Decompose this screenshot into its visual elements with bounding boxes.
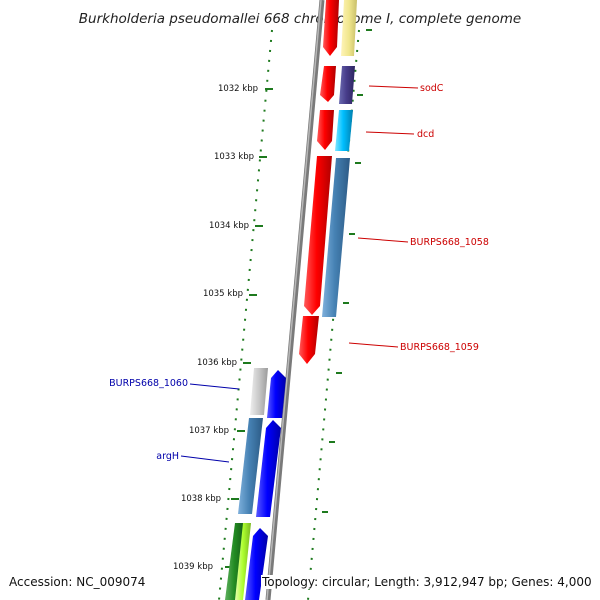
gene-label-argH[interactable]: argH bbox=[156, 451, 179, 462]
gene-block-sodC[interactable] bbox=[339, 66, 355, 104]
chromosome-backbone-highlight bbox=[266, 0, 322, 600]
gene-block-khaki[interactable] bbox=[341, 0, 357, 56]
gene-block-burps1060[interactable] bbox=[250, 368, 268, 415]
tick-label: 1035 kbp bbox=[203, 289, 243, 299]
gene-block-lime[interactable] bbox=[235, 523, 251, 600]
gene-arrow-bottom[interactable] bbox=[245, 528, 268, 600]
gene-label-burps1059[interactable]: BURPS668_1059 bbox=[400, 342, 479, 353]
tick-label: 1039 kbp bbox=[173, 562, 213, 572]
gene-arrow-forward[interactable] bbox=[323, 0, 339, 56]
tick-label: 1033 kbp bbox=[214, 152, 254, 162]
accession-label: Accession: NC_009074 bbox=[8, 575, 147, 589]
gene-block-argH[interactable] bbox=[238, 418, 263, 514]
gene-label-burps1060[interactable]: BURPS668_1060 bbox=[109, 378, 188, 389]
forward-strand-genes bbox=[299, 0, 357, 364]
tick-label: 1038 kbp bbox=[181, 494, 221, 504]
topology-label: Topology: circular; Length: 3,912,947 bp… bbox=[261, 575, 593, 589]
tick-label: 1034 kbp bbox=[209, 221, 249, 231]
tick-label: 1036 kbp bbox=[197, 358, 237, 368]
chromosome-backbone bbox=[265, 0, 325, 600]
gene-arrow-sodC[interactable] bbox=[320, 66, 336, 102]
gene-label-dcd[interactable]: dcd bbox=[417, 129, 434, 140]
map-title: Burkholderia pseudomallei 668 chromosome… bbox=[79, 11, 521, 27]
gene-arrow-burps1059[interactable] bbox=[299, 316, 319, 364]
gene-block-green[interactable] bbox=[225, 523, 246, 600]
gene-arrow-argH[interactable] bbox=[256, 420, 281, 517]
gene-block-dcd[interactable] bbox=[335, 110, 353, 151]
gene-block-burps1058[interactable] bbox=[322, 158, 350, 317]
gene-label-sodC[interactable]: sodC bbox=[420, 83, 444, 94]
gene-label-burps1058[interactable]: BURPS668_1058 bbox=[410, 237, 489, 248]
gene-arrow-burps1060[interactable] bbox=[267, 370, 286, 418]
tick-label: 1032 kbp bbox=[218, 84, 258, 94]
tick-label: 1037 kbp bbox=[189, 426, 229, 436]
tick-group: 1032 kbp 1033 kbp 1034 kbp 1035 kbp 1036… bbox=[173, 29, 372, 572]
label-leaders bbox=[180, 85, 419, 463]
gene-arrow-burps1058[interactable] bbox=[304, 156, 332, 315]
gene-arrow-dcd[interactable] bbox=[317, 110, 334, 150]
reverse-strand-genes bbox=[225, 368, 286, 600]
